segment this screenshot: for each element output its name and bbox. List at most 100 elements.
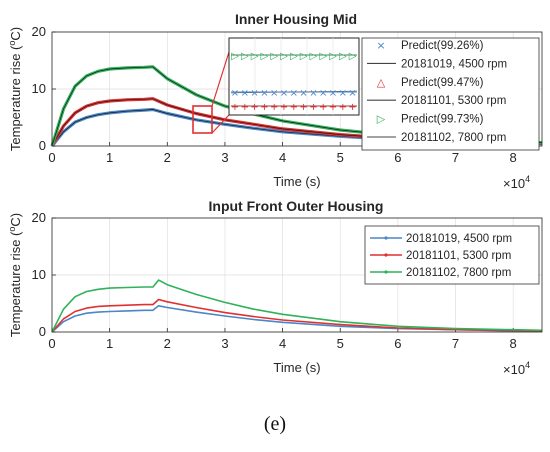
legend-label: Predict(99.73%)	[401, 114, 484, 126]
x-tick-label: 6	[394, 336, 401, 351]
legend-label: 20181101, 5300 rpm	[406, 250, 511, 262]
inset-marker: ×	[241, 88, 249, 99]
legend-label: 20181019, 4500 rpm	[406, 233, 512, 245]
x-tick-label: 7	[452, 150, 459, 165]
inset-marker: +	[339, 102, 347, 113]
inset-marker: ▷	[300, 51, 308, 62]
legend-label: Predict(99.47%)	[401, 77, 484, 89]
legend: 20181019, 4500 rpm 20181101, 5300 rpm 2018…	[370, 233, 512, 279]
plot-frame	[51, 217, 543, 333]
y-tick-label: 10	[32, 81, 46, 96]
chart-inner-housing-mid: Inner Housing Mid 0 1 2 3 4 5 6 7 8 0 10 20 Time (…	[7, 11, 543, 191]
y-tick-labels: 0 10 20	[32, 210, 46, 339]
inset-marker: ×	[329, 88, 337, 99]
x-tick-label: 3	[221, 336, 228, 351]
inset-marker: ▷	[251, 51, 259, 62]
x-tick-label: 6	[394, 150, 401, 165]
inset-marker: ▷	[231, 51, 239, 62]
x-exponent: ×104	[503, 360, 530, 377]
inset-marker: +	[270, 102, 278, 113]
inset-marker: ▷	[329, 51, 337, 62]
x-tick-label: 0	[48, 150, 55, 165]
x-tick-label: 7	[452, 336, 459, 351]
legend-marker	[384, 270, 388, 274]
x-axis-label: Time (s)	[273, 360, 320, 375]
inset-marker: ▷	[280, 51, 288, 62]
inset-marker: +	[319, 102, 327, 113]
chart-input-front-outer-housing: Input Front Outer Housing 0 1 2 3 4 5 6 7 8 0 10 2…	[7, 198, 543, 377]
zoom-inset-content: ▷ ▷ ▷ ▷ ▷ ▷ ▷ ▷ ▷ ▷ ▷ ▷ ▷× × × × × × × × × × × × ×+ + + + + + + + + + + + +	[230, 38, 358, 115]
x-tick-labels: 0 1 2 3 4 5 6 7 8	[48, 336, 516, 351]
series-lines	[51, 279, 543, 333]
inset-marker: +	[290, 102, 298, 113]
legend-label: 20181019, 4500 rpm	[401, 58, 507, 70]
x-tick-label: 4	[279, 336, 286, 351]
legend-label: 20181102, 7800 rpm	[401, 132, 506, 144]
zoom-connector-line	[211, 51, 230, 107]
inset-marker: ▷	[261, 51, 269, 62]
inset-marker: +	[280, 102, 288, 113]
inset-marker: ×	[290, 88, 298, 99]
y-tick-labels: 0 10 20	[32, 24, 46, 153]
y-tick-label: 20	[32, 210, 46, 225]
legend-label: 20181101, 5300 rpm	[401, 95, 506, 107]
x-tick-label: 3	[221, 150, 228, 165]
inset-marker: ×	[270, 88, 278, 99]
legend-marker: ×	[376, 39, 385, 52]
inset-marker: ▷	[241, 51, 249, 62]
inset-marker: +	[231, 102, 239, 113]
x-tick-label: 1	[106, 336, 113, 351]
inset-marker: +	[260, 102, 268, 113]
inset-marker: ×	[231, 88, 239, 99]
legend-box	[361, 37, 540, 151]
legend-marker: ▷	[377, 113, 386, 126]
x-exponent: ×104	[503, 174, 530, 191]
legend-marker	[384, 253, 388, 257]
x-tick-label: 4	[279, 150, 286, 165]
y-tick-label: 10	[32, 267, 46, 282]
zoom-inset	[228, 37, 360, 116]
x-tick-label: 2	[164, 150, 171, 165]
inset-marker: ×	[319, 88, 327, 99]
x-tick-label: 8	[510, 336, 517, 351]
legend-label: 20181102, 7800 rpm	[406, 267, 511, 279]
inset-measured-line	[230, 90, 358, 94]
legend-marker: △	[377, 76, 386, 89]
inset-marker: ▷	[310, 51, 318, 62]
inset-marker: ×	[299, 88, 307, 99]
inset-marker: ×	[339, 88, 347, 99]
y-tick-label: 0	[39, 138, 46, 153]
inset-marker: ▷	[270, 51, 278, 62]
legend: × Predict(99.26%) 20181019, 4500 rpm △ Predi…	[367, 39, 507, 144]
inset-marker: ×	[250, 88, 258, 99]
x-tick-label: 5	[337, 150, 344, 165]
inset-marker: ▷	[319, 51, 327, 62]
chart-title: Inner Housing Mid	[235, 11, 357, 27]
figure-caption: (e)	[264, 413, 286, 435]
zoom-marker-rect	[192, 105, 213, 134]
inset-marker: ▷	[290, 51, 298, 62]
x-tick-labels: 0 1 2 3 4 5 6 7 8	[48, 150, 516, 165]
inset-marker: ×	[309, 88, 317, 99]
x-tick-label: 0	[48, 336, 55, 351]
series-line	[51, 279, 543, 333]
x-tick-label: 2	[164, 336, 171, 351]
inset-marker: ×	[348, 88, 356, 99]
plot-frame	[51, 31, 543, 147]
y-tick-label: 0	[39, 324, 46, 339]
series-line	[51, 298, 543, 333]
inset-marker: +	[309, 102, 317, 113]
y-tick-label: 20	[32, 24, 46, 39]
inset-marker: +	[299, 102, 307, 113]
inset-marker: ▷	[339, 51, 347, 62]
inset-marker: +	[241, 102, 249, 113]
inset-marker: +	[250, 102, 258, 113]
inset-marker: +	[348, 102, 356, 113]
y-axis-label: Temperature rise (oC)	[7, 213, 23, 337]
zoom-connector-line	[211, 114, 230, 134]
inset-marker: ×	[280, 88, 288, 99]
x-tick-label: 5	[337, 336, 344, 351]
legend-marker	[384, 236, 388, 240]
legend-label: Predict(99.26%)	[401, 40, 484, 52]
